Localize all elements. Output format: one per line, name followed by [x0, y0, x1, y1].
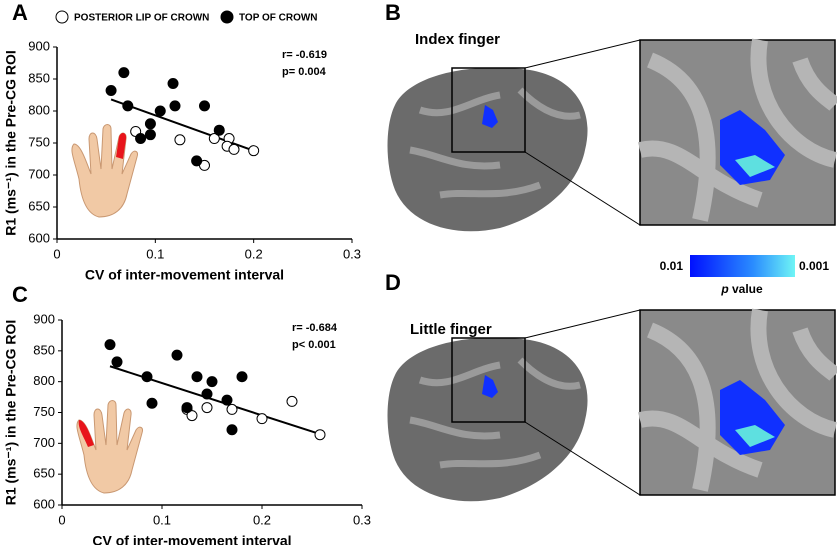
data-point	[181, 402, 193, 414]
data-point	[236, 371, 248, 383]
data-point	[154, 105, 166, 117]
colorbar-max: 0.001	[799, 259, 829, 273]
data-point	[104, 339, 116, 351]
x-tick-label: 0.3	[343, 246, 361, 261]
data-point	[226, 424, 238, 436]
data-point	[141, 371, 153, 383]
data-point	[256, 413, 268, 425]
colorbar-title-italic: p	[720, 282, 728, 296]
data-point	[213, 124, 225, 136]
y-tick-label: 850	[28, 70, 50, 85]
data-point	[206, 376, 218, 388]
y-axis-label: R1 (ms⁻¹) in the Pre-CG ROI	[3, 320, 19, 506]
x-tick-label: 0.1	[146, 246, 164, 261]
highlighted-finger	[116, 133, 127, 159]
x-tick-label: 0.2	[245, 246, 263, 261]
data-point	[228, 143, 240, 155]
data-point	[221, 394, 233, 406]
data-point	[144, 118, 156, 130]
legend-label: POSTERIOR LIP OF CROWN	[74, 13, 209, 24]
x-tick-label: 0	[53, 246, 60, 261]
colorbar-min: 0.01	[660, 259, 684, 273]
colorbar-title-text: value	[732, 282, 763, 296]
y-tick-label: 800	[28, 102, 50, 117]
scatter-chart: C 600 650 700 750 800 850 900 0 0.1 0.2 0.3 CV of in…	[3, 282, 371, 545]
annotation: r= -0.619	[282, 49, 327, 61]
data-point	[191, 155, 203, 167]
data-point	[135, 133, 147, 145]
data-point	[191, 371, 203, 383]
annotation: r= -0.684	[292, 322, 338, 334]
data-point	[169, 100, 181, 112]
y-tick-label: 800	[33, 373, 55, 388]
y-tick-label: 900	[33, 311, 55, 326]
panel-label: D	[385, 270, 401, 295]
hand	[76, 400, 143, 494]
scatter-chart: A 600 650 700 750 800 850 900 0 0.1 0.2 0.3 CV of in…	[3, 0, 361, 283]
y-tick-label: 750	[28, 134, 50, 149]
annotation: p= 0.004	[282, 66, 327, 78]
data-point	[199, 100, 210, 112]
x-axis-label: CV of inter-movement interval	[85, 267, 284, 283]
panel-label: B	[385, 0, 401, 25]
data-point	[174, 134, 186, 146]
x-tick-label: 0.1	[153, 512, 171, 527]
data-point	[171, 349, 183, 361]
x-tick-label: 0.3	[353, 512, 371, 527]
data-point	[146, 397, 158, 409]
hand	[71, 124, 138, 218]
y-tick-label: 650	[33, 466, 55, 481]
data-point	[286, 395, 298, 407]
annotation: p< 0.001	[292, 339, 336, 351]
legend-marker	[55, 10, 69, 24]
x-tick-label: 0	[58, 512, 65, 527]
highlighted-finger	[78, 420, 94, 447]
data-point	[314, 429, 326, 441]
panel-title: Little finger	[410, 321, 492, 338]
legend-label: TOP OF CROWN	[239, 13, 318, 24]
y-tick-label: 750	[33, 404, 55, 419]
data-point	[111, 356, 123, 368]
x-tick-label: 0.2	[253, 512, 271, 527]
y-tick-label: 700	[28, 166, 50, 181]
data-point	[122, 100, 134, 112]
y-tick-label: 700	[33, 435, 55, 450]
data-point	[201, 388, 213, 400]
y-tick-label: 650	[28, 198, 50, 213]
y-tick-label: 900	[28, 38, 50, 53]
data-point	[208, 133, 220, 145]
data-point	[201, 402, 213, 414]
data-point	[144, 129, 156, 141]
panel-label: A	[12, 0, 28, 25]
data-point	[118, 67, 130, 79]
colorbar	[690, 255, 795, 277]
y-tick-label: 850	[33, 342, 55, 357]
y-tick-label: 600	[28, 230, 50, 245]
data-point	[248, 145, 260, 157]
brain-images	[388, 38, 837, 501]
data-point	[167, 77, 179, 89]
legend-marker	[220, 10, 234, 24]
y-tick-label: 600	[33, 496, 55, 511]
colorbar-title: p value	[720, 282, 763, 296]
panel-title: Index finger	[415, 31, 500, 48]
data-point	[105, 85, 117, 97]
panel-label: C	[12, 282, 28, 307]
x-axis-label: CV of inter-movement interval	[92, 533, 291, 545]
y-axis-label: R1 (ms⁻¹) in the Pre-CG ROI	[3, 50, 19, 236]
data-point	[186, 410, 198, 422]
data-point	[226, 403, 238, 415]
